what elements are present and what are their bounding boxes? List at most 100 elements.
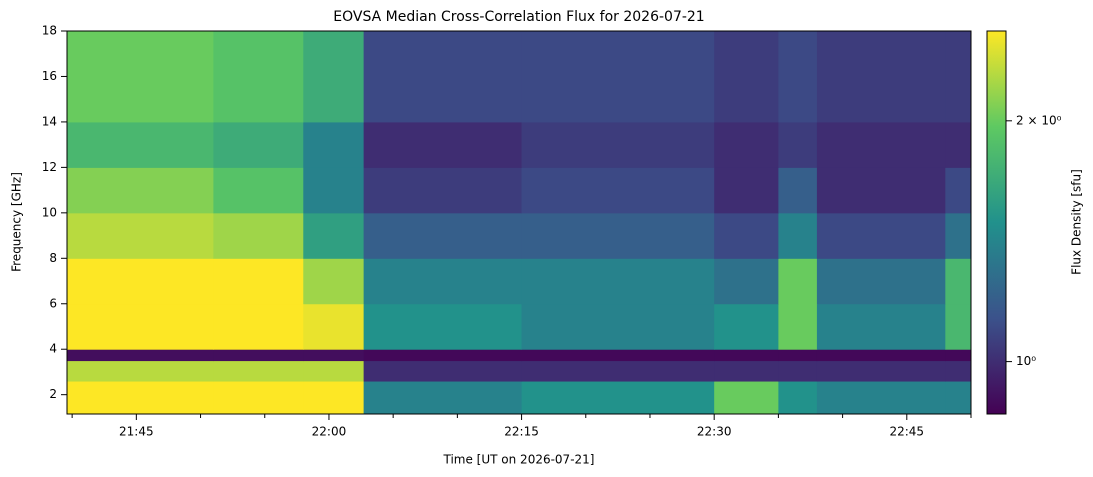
heatmap-cell [67,349,214,362]
heatmap-cell [816,212,946,259]
heatmap-cell [945,31,972,123]
heatmap-cell [714,303,779,350]
heatmap-cell [213,381,304,415]
heatmap-cell [303,360,365,382]
heatmap-cell [213,303,304,350]
x-tick-label: 22:45 [889,425,924,439]
heatmap-cell [778,258,818,305]
heatmap-cell [303,381,365,415]
heatmap-cell [213,258,304,305]
heatmap-cell [213,31,304,123]
heatmap-cell [778,121,818,168]
x-axis-label: Time [UT on 2026-07-21] [443,453,595,467]
heatmap-cell [67,167,214,214]
heatmap-cell [945,349,972,362]
y-tick-label: 10 [42,205,57,219]
y-tick-label: 4 [49,342,57,356]
heatmap-cell [521,349,715,362]
heatmap-cell [714,31,779,123]
heatmap-cell [363,303,523,350]
heatmap-cell [303,31,365,123]
heatmap-cell [363,258,523,305]
heatmap-cell [67,258,214,305]
plot-frame [66,30,972,415]
heatmap-cell [816,167,946,214]
heatmap-cell [303,212,365,259]
heatmap-cell [303,303,365,350]
heatmap-cell [714,381,779,415]
heatmap-cell [945,303,972,350]
y-axis-label: Frequency [GHz] [10,172,24,272]
heatmap-cell [67,212,214,259]
heatmap-cell [303,121,365,168]
colorbar-tick-label: 10⁰ [1016,354,1036,368]
heatmap-cell [945,212,972,259]
x-tick-label: 21:45 [119,425,154,439]
heatmap-cell [816,258,946,305]
heatmap-cell [303,258,365,305]
heatmap-cell [363,349,523,362]
heatmap-cell [303,349,365,362]
heatmap-cell [521,258,715,305]
heatmap-cell [714,360,779,382]
heatmap-cell [363,167,523,214]
heatmap-cell [816,31,946,123]
x-tick-label: 22:15 [504,425,539,439]
heatmap-cell [945,381,972,415]
heatmap-cell [778,381,818,415]
heatmap-cell [714,121,779,168]
heatmap-cell [778,212,818,259]
heatmap-cell [816,360,946,382]
heatmap-cell [67,381,214,415]
heatmap-cell [363,360,523,382]
heatmap-cell [363,212,523,259]
heatmap-cell [67,31,214,123]
heatmap-cell [778,167,818,214]
y-tick-label: 8 [49,251,57,265]
heatmap-cell [363,381,523,415]
y-tick-label: 2 [49,387,57,401]
heatmap-cell [213,360,304,382]
colorbar-tick-label: 2 × 10⁰ [1016,113,1062,127]
heatmap-cell [714,258,779,305]
heatmap-cell [816,381,946,415]
heatmap-cell [945,167,972,214]
heatmap-cell [778,303,818,350]
heatmap-cell [213,212,304,259]
heatmap-cell [714,212,779,259]
heatmap-cell [816,349,946,362]
heatmap-cell [67,121,214,168]
heatmap-cell [778,349,818,362]
heatmap-cell [521,212,715,259]
x-tick-label: 22:00 [312,425,347,439]
heatmap-cell [778,31,818,123]
heatmap-cell [67,360,214,382]
heatmap-cell [778,360,818,382]
heatmap-cell [363,31,523,123]
heatmap-cell [521,121,715,168]
heatmap-cell [521,381,715,415]
heatmap-cell [67,303,214,350]
colorbar-label: Flux Density [sfu] [1070,169,1084,275]
y-tick-label: 12 [42,160,57,174]
y-tick-label: 14 [42,114,57,128]
heatmap-cell [213,349,304,362]
heatmap-cell [945,121,972,168]
y-tick-label: 18 [42,24,57,38]
heatmap-cell [816,121,946,168]
heatmap-cell [521,167,715,214]
heatmap-cell [521,31,715,123]
y-tick-label: 16 [42,69,57,83]
heatmap-cell [521,360,715,382]
colorbar [986,30,1007,415]
heatmap-cell [521,303,715,350]
heatmap-cell [303,167,365,214]
heatmap-cell [363,121,523,168]
heatmap-cell [945,258,972,305]
heatmap-cell [714,167,779,214]
heatmap-cell [816,303,946,350]
heatmap-cell [213,121,304,168]
heatmap-cell [945,360,972,382]
heatmap-cell [714,349,779,362]
